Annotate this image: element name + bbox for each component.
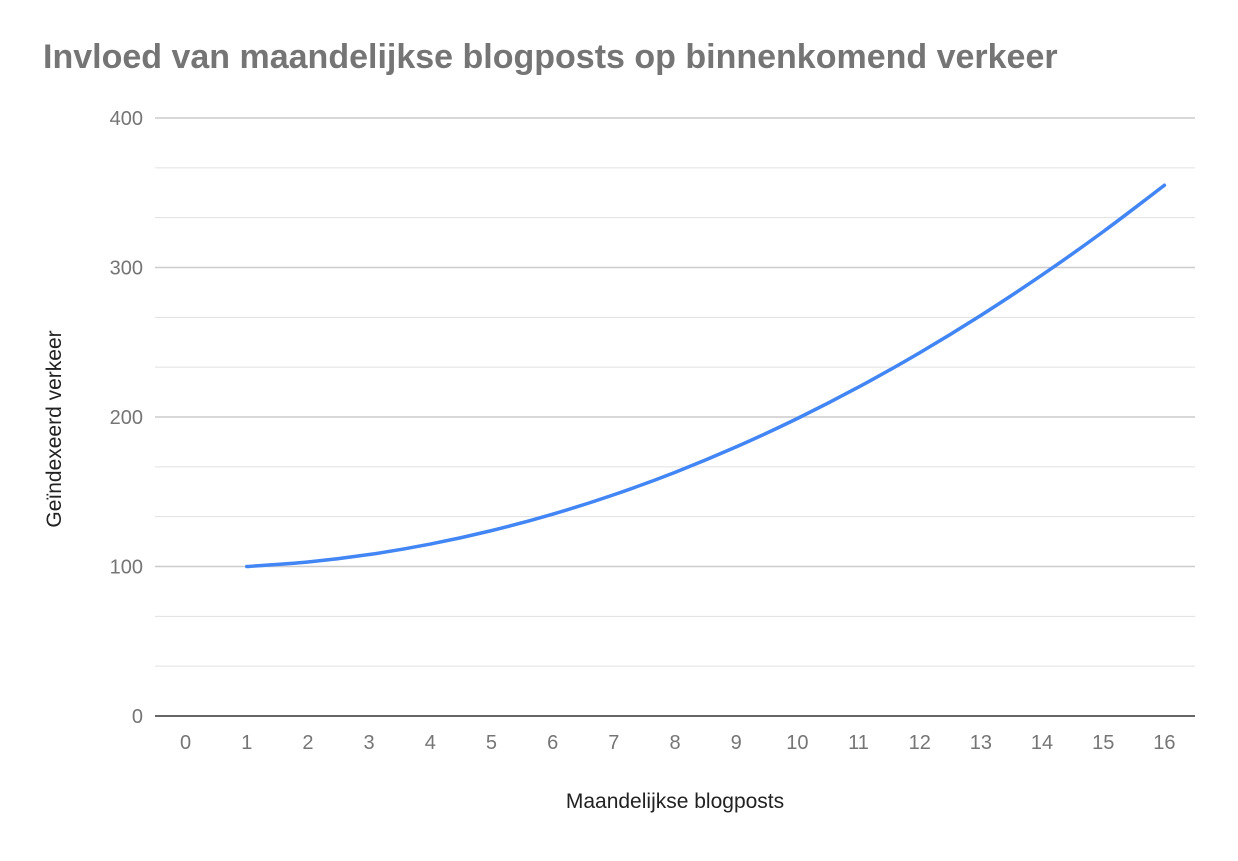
x-tick-label: 8 [669,732,680,754]
x-tick-label: 0 [180,732,191,754]
x-tick-label: 16 [1153,732,1175,754]
gridlines [155,117,1195,667]
x-tick-label: 3 [364,732,375,754]
x-axis-title: Maandelijkse blogposts [566,790,784,813]
series-line [245,183,1167,569]
x-tick-label: 6 [547,732,558,754]
x-tick-label: 15 [1092,732,1114,754]
x-tick-label: 5 [486,732,497,754]
x-axis-ticks: 0 1 2 3 4 5 6 7 8 9 10 11 12 13 14 15 16 [180,732,1176,754]
x-tick-label: 9 [731,732,742,754]
x-tick-label: 1 [241,732,252,754]
y-tick-label: 400 [110,108,143,130]
x-tick-label: 13 [970,732,992,754]
x-tick-label: 2 [302,732,313,754]
x-tick-label: 4 [425,732,436,754]
y-axis-title: Geïndexeerd verkeer [43,330,66,527]
x-tick-label: 10 [786,732,808,754]
x-tick-label: 12 [909,732,931,754]
y-tick-label: 300 [110,258,143,280]
chart-title: Invloed van maandelijkse blogposts op bi… [43,38,1058,76]
y-tick-label: 100 [110,557,143,579]
series [245,183,1167,569]
y-tick-label: 200 [110,407,143,429]
y-tick-label: 0 [132,706,143,728]
x-tick-label: 14 [1031,732,1053,754]
x-tick-label: 11 [848,732,869,754]
y-axis-ticks: 0 100 200 300 400 [110,108,143,728]
x-tick-label: 7 [608,732,619,754]
